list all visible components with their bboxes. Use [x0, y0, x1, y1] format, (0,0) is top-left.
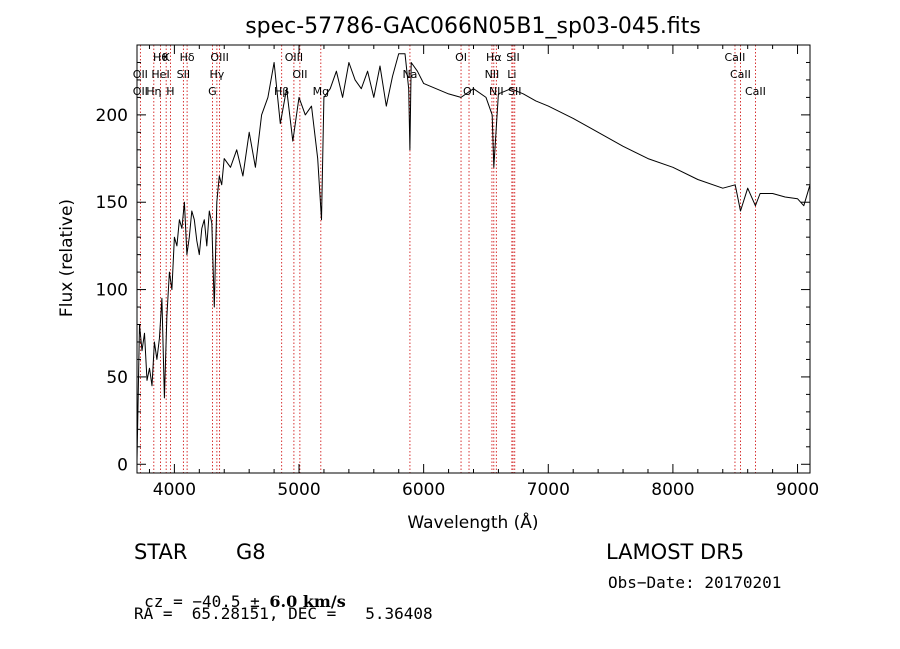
line-marker-label: OII: [292, 68, 307, 81]
plot-frame: [136, 44, 811, 474]
spectrum-series: [136, 53, 811, 461]
coordinates: RA = 65.28151, DEC = 5.36408: [134, 604, 433, 623]
line-marker-label: OIII: [285, 51, 303, 64]
line-marker-label: Na: [402, 68, 417, 81]
line-marker-label: Hγ: [209, 68, 224, 81]
line-marker-label: HeI: [151, 68, 169, 81]
line-marker-label: K: [163, 51, 171, 64]
cz-prefix: cz =: [144, 592, 193, 611]
line-marker-label: SII: [506, 51, 519, 64]
line-marker-label: SII: [508, 85, 521, 98]
cz-value: −40.5: [192, 592, 241, 611]
line-marker-label: Hθ: [153, 51, 168, 64]
y-tick-label: 150: [96, 193, 128, 213]
x-axis-label: Wavelength (Å): [407, 511, 538, 533]
cz-error: 6.0: [269, 592, 298, 611]
line-marker-label: G: [208, 85, 217, 98]
spectrum-line: [136, 53, 811, 461]
x-tick-label: 9000: [776, 480, 819, 500]
line-marker-label: Li: [507, 68, 516, 81]
y-tick-label: 100: [96, 281, 128, 301]
line-marker-label: Hη: [146, 85, 161, 98]
x-axis-ticks: 4000 5000 6000 7000 8000 9000: [148, 45, 819, 500]
y-tick-label: 200: [96, 106, 128, 126]
line-marker-label: OII: [133, 68, 148, 81]
line-marker-label: OIII: [210, 51, 228, 64]
y-axis-ticks: 0 50 100 150 200: [96, 44, 810, 475]
cz-unit: km/s: [297, 592, 346, 611]
redshift-line: cz = −40.5 ± 6.0 km/s: [134, 573, 346, 611]
object-subclass: G8: [236, 540, 266, 564]
line-marker-label: CaII: [730, 68, 751, 81]
line-marker-label: CaII: [745, 85, 766, 98]
line-marker-label: SII: [177, 68, 190, 81]
y-axis-label: Flux (relative): [57, 199, 77, 317]
line-marker-label: Mg: [313, 85, 329, 98]
x-tick-label: 8000: [651, 480, 694, 500]
survey-name: LAMOST DR5: [606, 540, 745, 564]
cz-pm: ±: [240, 592, 270, 611]
x-tick-label: 4000: [153, 480, 196, 500]
chart-title: spec-57786-GAC066N05B1_sp03-045.fits: [245, 14, 701, 39]
x-tick-label: 6000: [402, 480, 445, 500]
line-marker-label: NII: [485, 68, 500, 81]
x-tick-label: 7000: [527, 480, 570, 500]
line-marker-label: Hα: [486, 51, 502, 64]
line-marker-label: OI: [455, 51, 467, 64]
y-tick-label: 50: [106, 368, 128, 388]
spectral-line-markers: [139, 45, 756, 473]
x-tick-label: 5000: [277, 480, 320, 500]
spectral-line-labels: HθOIIOIIHηKHeIHSIIHδHγGOIIIHβOIIIOIIMgNa…: [133, 51, 766, 98]
obs-date: Obs−Date: 20170201: [608, 573, 782, 592]
line-marker-label: H: [166, 85, 174, 98]
object-class: STAR: [134, 540, 188, 564]
line-marker-label: CaII: [725, 51, 746, 64]
line-marker-label: NII: [489, 85, 504, 98]
y-tick-label: 0: [117, 455, 128, 475]
line-marker-label: Hδ: [180, 51, 195, 64]
